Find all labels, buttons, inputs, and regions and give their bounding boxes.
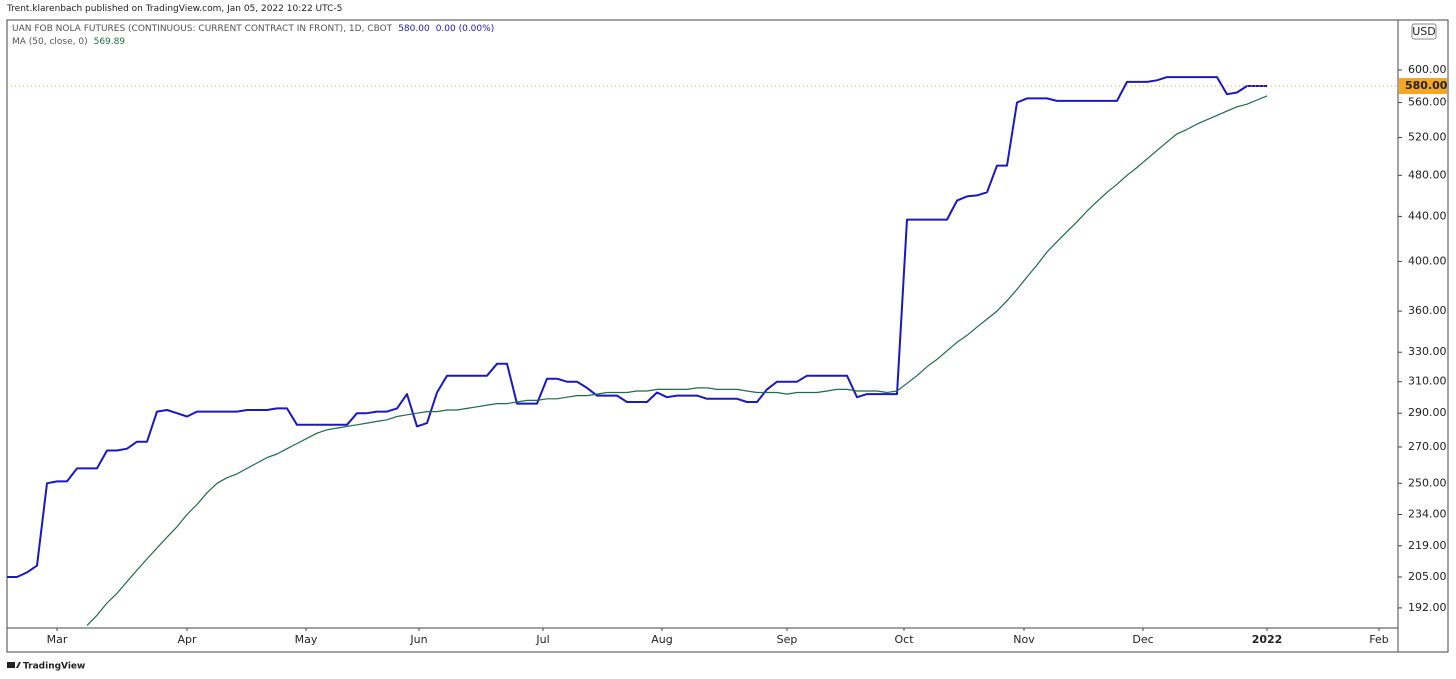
y-tick-label: 205.00	[1408, 570, 1447, 583]
x-tick-label: Dec	[1132, 633, 1153, 646]
series-line	[86, 95, 1268, 626]
publisher: Trent.klarenbach published on TradingVie…	[7, 4, 343, 14]
legend-row: UAN FOB NOLA FUTURES (CONTINUOUS: CURREN…	[12, 24, 500, 34]
y-tick-label: 270.00	[1408, 440, 1447, 453]
x-tick-label: Sep	[777, 633, 798, 646]
last-price-label: 580.00	[1405, 79, 1448, 92]
x-tick-label: Feb	[1369, 633, 1388, 646]
x-tick-label: 2022	[1252, 633, 1283, 646]
y-tick-label: 219.00	[1408, 539, 1447, 552]
legend-value: 569.89	[93, 37, 126, 47]
logo	[7, 662, 21, 668]
frame	[6, 19, 1449, 653]
last-price-box	[1399, 77, 1447, 94]
x-tick-label: Apr	[177, 633, 197, 646]
y-tick-label: 520.00	[1408, 131, 1447, 144]
y-tick-label: 360.00	[1408, 304, 1447, 317]
x-tick-label: Mar	[47, 633, 68, 646]
series-line	[7, 76, 1267, 578]
x-tick-label: Oct	[894, 633, 914, 646]
x-tick-label: May	[295, 633, 318, 646]
y-tick-label: 250.00	[1408, 476, 1447, 489]
legend-row: MA (50, close, 0) 569.89	[12, 37, 131, 47]
y-tick-label: 600.00	[1408, 63, 1447, 76]
legend-name: MA (50, close, 0)	[12, 37, 88, 47]
currency-box	[1411, 23, 1437, 40]
y-tick-label: 310.00	[1408, 375, 1447, 388]
y-tick-label: 400.00	[1408, 254, 1447, 267]
y-tick-label: 330.00	[1408, 345, 1447, 358]
legend-value: 580.00	[398, 24, 430, 34]
y-tick-label: 290.00	[1408, 406, 1447, 419]
x-tick-label: Aug	[651, 633, 672, 646]
y-tick-label: 440.00	[1408, 209, 1447, 222]
legend-name: UAN FOB NOLA FUTURES (CONTINUOUS: CURREN…	[12, 24, 393, 34]
y-tick-label: 192.00	[1408, 601, 1447, 614]
x-tick-label: Jun	[409, 633, 427, 646]
x-tick-label: Nov	[1013, 633, 1035, 646]
y-tick-label: 480.00	[1408, 168, 1447, 181]
footer-brand: TradingView	[23, 662, 85, 672]
y-tick-label: 560.00	[1408, 96, 1447, 109]
y-tick-label: 234.00	[1408, 508, 1447, 521]
x-tick-label: Jul	[535, 633, 549, 646]
currency: USD	[1412, 25, 1436, 38]
legend-value: 0.00 (0.00%)	[435, 24, 495, 34]
